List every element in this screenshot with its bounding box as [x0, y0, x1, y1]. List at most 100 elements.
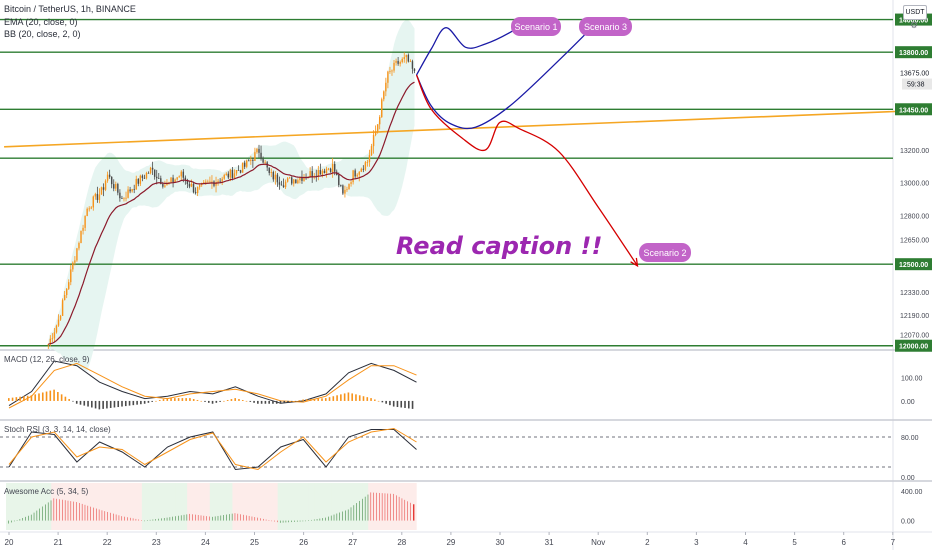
macd-histogram-bar [106, 400, 108, 409]
candle-body [231, 169, 234, 178]
macd-histogram-bar [249, 400, 252, 402]
x-tick-label: 21 [54, 538, 63, 547]
macd-histogram-bar [57, 392, 59, 401]
macd-histogram-bar [177, 398, 180, 401]
candle-body [82, 227, 84, 231]
candle-body [248, 160, 250, 162]
currency-badge[interactable]: USDT [903, 5, 927, 20]
macd-histogram-bar [215, 400, 218, 403]
candle-body [51, 338, 54, 340]
x-tick-label: 22 [103, 538, 112, 547]
x-tick-label: 25 [250, 538, 259, 547]
candle-body [176, 177, 178, 180]
macd-histogram-bar [226, 399, 229, 401]
macd-histogram-bar [332, 396, 335, 401]
macd-histogram-bar [147, 400, 150, 403]
price-tick-label: 13000.00 [900, 181, 929, 188]
macd-histogram-bar [272, 400, 274, 404]
macd-histogram-bar [370, 398, 372, 401]
candle-body [70, 269, 72, 283]
macd-histogram-bar [306, 399, 308, 401]
candle-body [354, 170, 356, 177]
macd-histogram-bar [75, 400, 78, 404]
stoch-rsi-legend: Stoch RSI (3, 3, 14, 14, close) [4, 425, 111, 434]
macd-histogram-bar [241, 399, 244, 401]
candle-body [358, 171, 360, 175]
candle-body [184, 177, 187, 181]
candle-body [92, 196, 95, 208]
candle-body [137, 178, 140, 184]
macd-histogram-bar [113, 400, 116, 408]
bubble-body [639, 243, 691, 262]
candle-body [256, 148, 258, 153]
macd-histogram-bar [343, 393, 346, 401]
macd-histogram-bar [140, 400, 142, 405]
candle-body [110, 176, 113, 185]
bubble-label: Scenario 3 [584, 22, 627, 32]
candle-body [221, 178, 223, 182]
candle-body [246, 160, 248, 167]
candle-body [194, 192, 197, 194]
macd-histogram-bar [294, 400, 297, 402]
macd-histogram-bar [158, 399, 161, 401]
candle-body [166, 183, 168, 186]
candle-body [276, 174, 279, 183]
macd-histogram-bar [60, 394, 63, 401]
price-tick-label: 12650.00 [900, 238, 929, 245]
macd-histogram-bar [87, 400, 89, 407]
candle-body [291, 177, 293, 184]
macd-histogram-bar [275, 400, 278, 404]
x-tick-label: 24 [201, 538, 210, 547]
candle-body [413, 68, 416, 71]
candle-body [106, 174, 109, 181]
macd-histogram-bar [317, 398, 320, 401]
candle-body [74, 260, 76, 263]
settings-icon[interactable]: ⚙ [909, 20, 919, 30]
scenario-3-path [415, 20, 599, 130]
candle-body [190, 183, 193, 187]
candle-body [53, 332, 56, 339]
candle-body [80, 230, 82, 244]
macd-histogram-bar [41, 392, 44, 401]
candle-body [385, 82, 387, 92]
scenario-2-bubble: Scenario 2 [639, 243, 691, 262]
macd-histogram-bar [124, 400, 127, 407]
candle-body [350, 182, 352, 184]
macd-histogram-bar [72, 400, 74, 402]
candle-body [370, 146, 373, 156]
candle-body [141, 175, 144, 178]
candle-body [153, 169, 156, 177]
candle-body [203, 182, 205, 183]
macd-histogram-bar [392, 400, 395, 407]
candle-body [172, 177, 174, 183]
x-tick-label: 20 [5, 538, 14, 547]
candle-body [63, 295, 66, 301]
candle-body [117, 184, 119, 193]
candle-body [207, 181, 209, 183]
macd-histogram-bar [264, 400, 267, 404]
candle-body [329, 168, 332, 172]
price-tick-label: 12330.00 [900, 290, 929, 297]
macd-histogram-bar [166, 398, 169, 401]
candle-body [129, 189, 131, 192]
candle-body [381, 99, 383, 118]
macd-histogram-bar [15, 397, 18, 401]
candle-body [108, 174, 111, 177]
scenario-labels: Scenario 1 Scenario 3 Scenario 2 [511, 17, 691, 262]
price-axis: 14000.00 13800.00 13675.00 59:38 13450.00 132… [895, 13, 932, 526]
candle-body [217, 180, 219, 183]
macd-histogram-bar [309, 399, 312, 401]
candle-body [61, 300, 64, 316]
candle-body [270, 172, 272, 173]
candle-body [321, 170, 324, 175]
macd-histogram-bar [257, 400, 259, 404]
candle-body [215, 182, 217, 186]
x-tick-label: 23 [152, 538, 161, 547]
candle-body [348, 183, 350, 190]
stoch-tick-label: 0.00 [901, 475, 915, 482]
candle-body [237, 170, 240, 171]
macd-histogram-bar [26, 395, 29, 401]
candle-body [100, 187, 103, 195]
candle-body [198, 185, 201, 188]
x-tick-label: Nov [591, 538, 605, 547]
